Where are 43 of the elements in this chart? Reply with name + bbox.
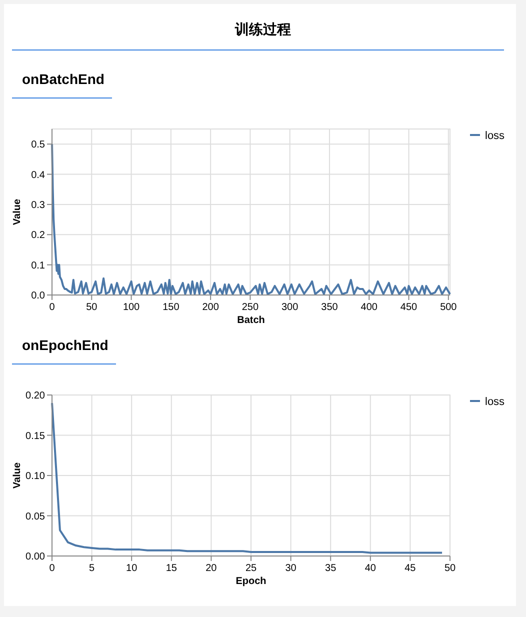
y-tick-label: 0.4 xyxy=(31,170,46,181)
x-tick-label: 20 xyxy=(206,563,218,574)
chart-title: 训练过程 xyxy=(234,21,291,37)
x-axis-title: Epoch xyxy=(236,576,266,587)
y-tick-label: 0.2 xyxy=(31,230,46,242)
x-tick-label: 200 xyxy=(202,302,220,313)
y-axis-title: Value xyxy=(12,462,23,489)
x-tick-label: 45 xyxy=(404,563,416,574)
x-tick-label: 35 xyxy=(325,563,337,574)
chart-subtitle: onBatchEnd xyxy=(22,71,104,87)
x-tick-label: 250 xyxy=(242,302,259,313)
y-tick-label: 0.1 xyxy=(31,260,46,272)
x-tick-label: 10 xyxy=(126,563,138,574)
legend-label: loss xyxy=(485,396,506,408)
legend-label: loss xyxy=(485,130,506,142)
y-tick-label: 0.3 xyxy=(31,200,46,211)
x-tick-label: 50 xyxy=(444,563,456,574)
x-tick-label: 30 xyxy=(285,563,297,574)
chart-title: onEpochEnd xyxy=(22,337,108,353)
x-tick-label: 350 xyxy=(321,302,338,313)
x-tick-label: 0 xyxy=(49,302,56,313)
x-tick-label: 40 xyxy=(364,563,376,574)
x-tick-label: 450 xyxy=(400,302,418,313)
y-tick-label: 0.10 xyxy=(26,471,46,482)
x-tick-label: 50 xyxy=(86,302,98,313)
y-tick-label: 0.05 xyxy=(26,511,46,522)
y-tick-label: 0.00 xyxy=(26,552,46,562)
x-tick-label: 100 xyxy=(122,302,140,313)
x-tick-label: 300 xyxy=(282,302,299,313)
x-tick-label: 400 xyxy=(360,302,378,313)
x-tick-label: 0 xyxy=(49,563,56,574)
x-tick-label: 500 xyxy=(440,302,458,313)
x-tick-label: 150 xyxy=(162,302,180,313)
y-axis-title: Value xyxy=(12,198,23,226)
line-series xyxy=(51,402,444,554)
x-tick-label: 15 xyxy=(166,563,178,574)
x-tick-label: 25 xyxy=(245,563,257,574)
x-axis-title: Batch xyxy=(237,315,265,326)
y-tick-label: 0.0 xyxy=(31,290,46,302)
y-tick-label: 0.20 xyxy=(26,390,46,402)
y-tick-label: 0.15 xyxy=(26,430,46,442)
y-tick-label: 0.5 xyxy=(31,140,46,151)
x-tick-label: 5 xyxy=(89,563,96,574)
